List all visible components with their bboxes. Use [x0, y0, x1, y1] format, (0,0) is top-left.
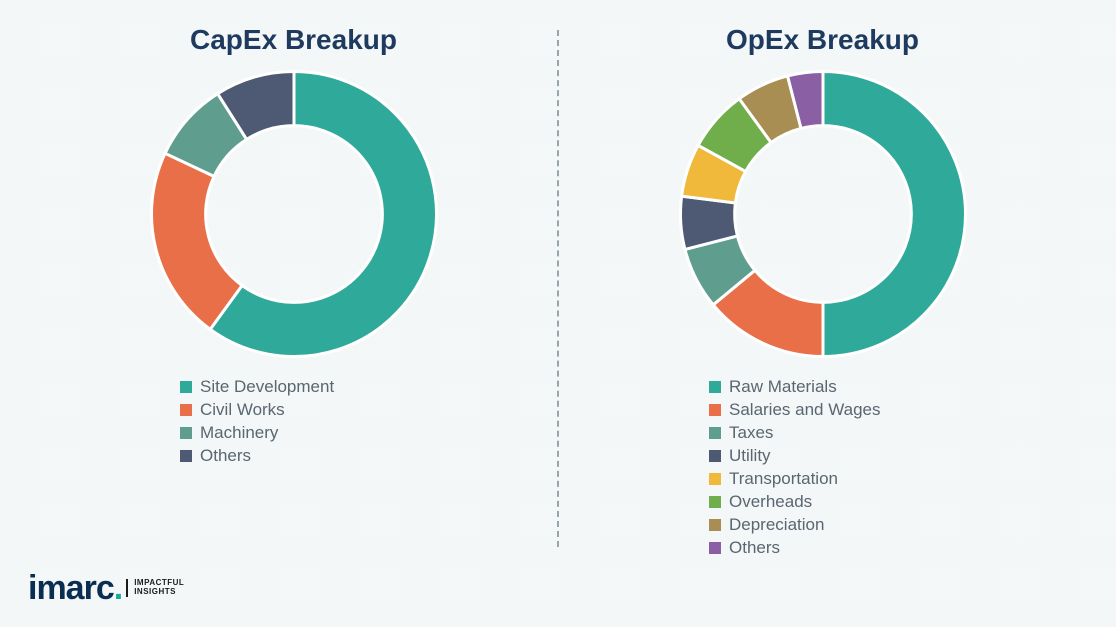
capex-title: CapEx Breakup — [190, 24, 397, 56]
legend-label: Utility — [729, 446, 771, 466]
legend-item-5: Overheads — [709, 492, 881, 512]
legend-item-7: Others — [709, 538, 881, 558]
legend-swatch-icon — [180, 381, 192, 393]
logo-tagline-line2: INSIGHTS — [134, 587, 176, 596]
legend-item-1: Civil Works — [180, 400, 334, 420]
opex-panel: OpEx Breakup Raw Materials Salaries and W… — [559, 20, 1086, 607]
legend-label: Civil Works — [200, 400, 285, 420]
legend-item-6: Depreciation — [709, 515, 881, 535]
legend-label: Taxes — [729, 423, 773, 443]
legend-label: Raw Materials — [729, 377, 837, 397]
legend-item-2: Taxes — [709, 423, 881, 443]
legend-swatch-icon — [709, 427, 721, 439]
donut-slice-1 — [151, 153, 242, 329]
legend-label: Others — [200, 446, 251, 466]
logo-tagline-line1: IMPACTFUL — [134, 578, 184, 587]
legend-swatch-icon — [180, 427, 192, 439]
legend-swatch-icon — [709, 473, 721, 485]
legend-item-2: Machinery — [180, 423, 334, 443]
legend-item-3: Utility — [709, 446, 881, 466]
donut-slice-0 — [823, 72, 966, 357]
charts-container: CapEx Breakup Site Development Civil Work… — [0, 0, 1116, 627]
brand-logo: imarc. IMPACTFUL INSIGHTS — [28, 571, 184, 605]
legend-swatch-icon — [709, 404, 721, 416]
legend-label: Salaries and Wages — [729, 400, 881, 420]
legend-label: Overheads — [729, 492, 812, 512]
opex-donut-svg — [673, 64, 973, 364]
logo-accent-dot: . — [114, 569, 122, 607]
capex-donut-svg — [144, 64, 444, 364]
legend-label: Site Development — [200, 377, 334, 397]
legend-label: Machinery — [200, 423, 278, 443]
legend-label: Depreciation — [729, 515, 824, 535]
capex-donut — [144, 64, 444, 364]
logo-wordmark: imarc. — [28, 571, 122, 605]
opex-donut — [673, 64, 973, 364]
opex-legend: Raw Materials Salaries and Wages Taxes Util… — [709, 374, 881, 561]
legend-swatch-icon — [709, 450, 721, 462]
legend-item-0: Raw Materials — [709, 377, 881, 397]
legend-label: Others — [729, 538, 780, 558]
logo-tagline: IMPACTFUL INSIGHTS — [126, 579, 184, 597]
legend-swatch-icon — [709, 496, 721, 508]
legend-swatch-icon — [709, 519, 721, 531]
legend-label: Transportation — [729, 469, 838, 489]
legend-item-0: Site Development — [180, 377, 334, 397]
logo-text: imarc — [28, 569, 114, 607]
legend-item-1: Salaries and Wages — [709, 400, 881, 420]
legend-swatch-icon — [180, 404, 192, 416]
legend-swatch-icon — [709, 542, 721, 554]
capex-legend: Site Development Civil Works Machinery Othe… — [180, 374, 334, 469]
capex-panel: CapEx Breakup Site Development Civil Work… — [30, 20, 557, 607]
legend-swatch-icon — [180, 450, 192, 462]
opex-title: OpEx Breakup — [726, 24, 919, 56]
legend-item-4: Transportation — [709, 469, 881, 489]
legend-swatch-icon — [709, 381, 721, 393]
legend-item-3: Others — [180, 446, 334, 466]
